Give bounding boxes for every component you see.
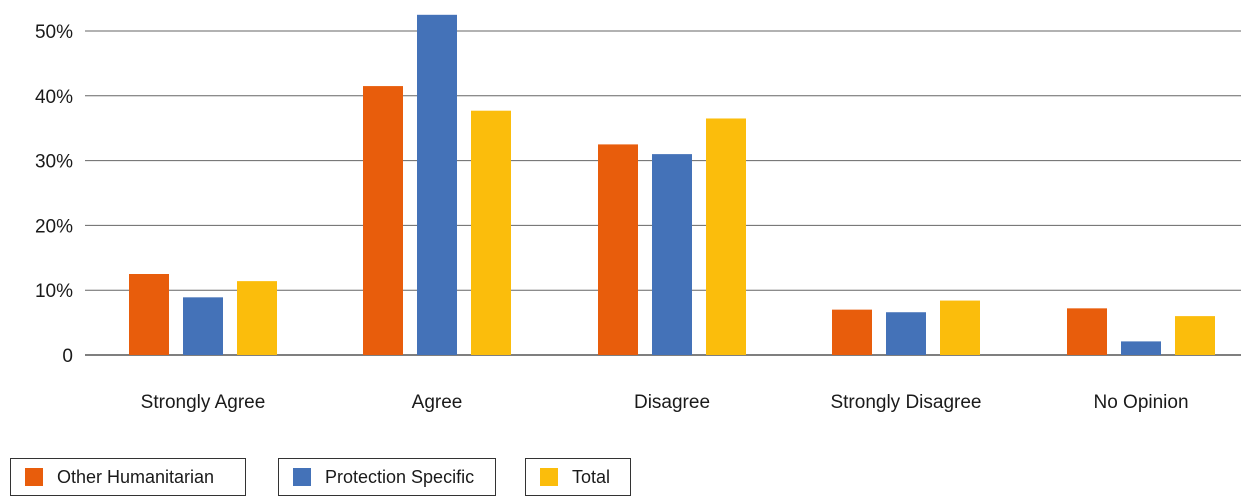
bar-protection-specific [417, 14, 457, 356]
y-tick-label: 20% [35, 216, 73, 237]
bar-total [1175, 316, 1215, 355]
bar-total [471, 110, 511, 355]
bars [129, 14, 1215, 356]
legend-label: Protection Specific [325, 466, 475, 487]
legend-label: Other Humanitarian [57, 466, 215, 487]
bar-other-humanitarian [598, 144, 638, 355]
y-tick-label: 50% [35, 22, 73, 43]
legend-item-total: Total [525, 458, 631, 496]
legend-label: Total [572, 466, 611, 487]
bar-other-humanitarian [1067, 308, 1107, 355]
bar-other-humanitarian [129, 274, 169, 355]
y-tick-label: 10% [35, 281, 73, 302]
x-category-label: Strongly Agree [141, 392, 266, 413]
y-tick-label: 40% [35, 87, 73, 108]
bar-chart: 0 10% 20% 30% 40% 50% Strongly Agree Agree Disa… [35, 14, 1241, 413]
legend-item-other-humanitarian: Other Humanitarian [10, 458, 246, 496]
bar-other-humanitarian [363, 86, 403, 355]
bar-protection-specific [183, 297, 223, 355]
x-axis-category-labels: Strongly Agree Agree Disagree Strongly Disa… [141, 392, 1189, 413]
x-category-label: No Opinion [1093, 392, 1188, 413]
bar-protection-specific [652, 154, 692, 355]
bar-other-humanitarian [832, 309, 872, 355]
x-category-label: Agree [412, 392, 463, 413]
y-tick-label: 0 [62, 346, 73, 367]
legend-item-protection-specific: Protection Specific [278, 458, 496, 496]
y-axis-tick-labels: 0 10% 20% 30% 40% 50% [35, 22, 73, 367]
legend-swatch-other-humanitarian [25, 468, 43, 486]
legend-swatch-protection-specific [293, 468, 311, 486]
legend-swatch-total [540, 468, 558, 486]
y-tick-label: 30% [35, 152, 73, 173]
bar-protection-specific [1121, 341, 1161, 355]
bar-protection-specific [886, 312, 926, 355]
bar-total [940, 300, 980, 355]
x-category-label: Strongly Disagree [830, 392, 981, 413]
bar-total [706, 118, 746, 355]
x-category-label: Disagree [634, 392, 710, 413]
bar-total [237, 281, 277, 355]
